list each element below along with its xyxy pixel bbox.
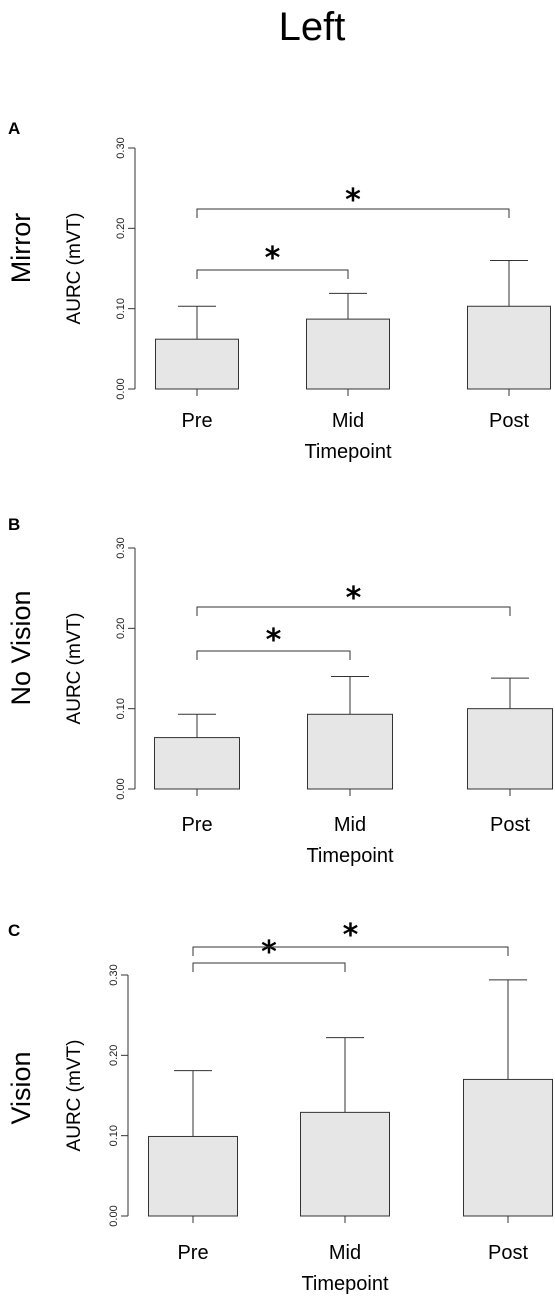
- significance-bracket: [196, 606, 511, 616]
- y-tick-label: 0.20: [115, 618, 127, 639]
- x-tick-label: Pre: [181, 410, 212, 432]
- panel-b: B No Vision AURC (mVT) 0.00 0.10 0.20 0.30 Pre M…: [6, 515, 553, 867]
- x-tick-label: Pre: [177, 1242, 208, 1264]
- bar-mid: [300, 1111, 390, 1217]
- x-tick-label: Post: [489, 410, 529, 432]
- y-tick-label: 0.30: [115, 137, 127, 158]
- x-axis-label: Timepoint: [306, 845, 394, 867]
- bar-mid: [307, 713, 393, 790]
- panel-a: A Mirror AURC (mVT) 0.00 0.10 0.20 0.30 Pre Mid P…: [6, 119, 551, 463]
- significance-star: *: [265, 241, 281, 276]
- panel-letter: A: [8, 119, 20, 138]
- significance-bracket: [192, 946, 509, 956]
- y-tick-label: 0.20: [115, 218, 127, 239]
- x-tick-label: Mid: [334, 814, 366, 836]
- bar-pre: [148, 1135, 238, 1217]
- row-label: No Vision: [6, 590, 36, 705]
- row-label: Vision: [6, 1051, 36, 1124]
- y-tick-label: 0.30: [115, 537, 127, 558]
- significance-star: *: [346, 581, 362, 616]
- y-tick-label: 0.00: [115, 778, 127, 799]
- y-tick-label: 0.20: [108, 1045, 120, 1066]
- bar-pre: [155, 338, 239, 390]
- x-axis-label: Timepoint: [301, 1273, 389, 1295]
- panel-c: C Vision AURC (mVT) 0.00 0.10 0.20 0.30 Pre Mid P…: [6, 918, 553, 1295]
- significance-bracket: [196, 269, 349, 279]
- panel-letter: B: [8, 515, 20, 534]
- significance-bracket: [196, 650, 351, 660]
- x-tick-label: Post: [490, 814, 530, 836]
- significance-bracket: [196, 208, 510, 218]
- x-tick-label: Pre: [181, 814, 212, 836]
- y-tick-label: 0.30: [108, 964, 120, 985]
- row-label: Mirror: [6, 213, 36, 283]
- bar-post: [467, 305, 551, 390]
- significance-star: *: [266, 623, 282, 658]
- bar-post: [463, 1078, 553, 1217]
- x-tick-label: Mid: [332, 410, 364, 432]
- bar-post: [467, 708, 553, 790]
- figure-title: Left: [279, 5, 346, 49]
- y-axis-label: AURC (mVT): [64, 1040, 85, 1152]
- x-tick-label: Post: [488, 1242, 528, 1264]
- bar-pre: [154, 737, 240, 790]
- y-tick-label: 0.10: [108, 1125, 120, 1146]
- bar-mid: [306, 318, 390, 390]
- y-tick-label: 0.00: [115, 378, 127, 399]
- panel-letter: C: [8, 921, 20, 940]
- significance-bracket: [192, 962, 346, 972]
- y-tick-label: 0.10: [115, 298, 127, 319]
- y-tick-label: 0.00: [108, 1205, 120, 1226]
- y-axis-label: AURC (mVT): [64, 613, 85, 725]
- significance-star: *: [345, 183, 361, 218]
- y-tick-label: 0.10: [115, 698, 127, 719]
- significance-star: *: [343, 918, 359, 953]
- x-axis-label: Timepoint: [304, 441, 392, 463]
- x-tick-label: Mid: [329, 1242, 361, 1264]
- y-axis-label: AURC (mVT): [64, 213, 85, 325]
- significance-star: *: [261, 935, 277, 970]
